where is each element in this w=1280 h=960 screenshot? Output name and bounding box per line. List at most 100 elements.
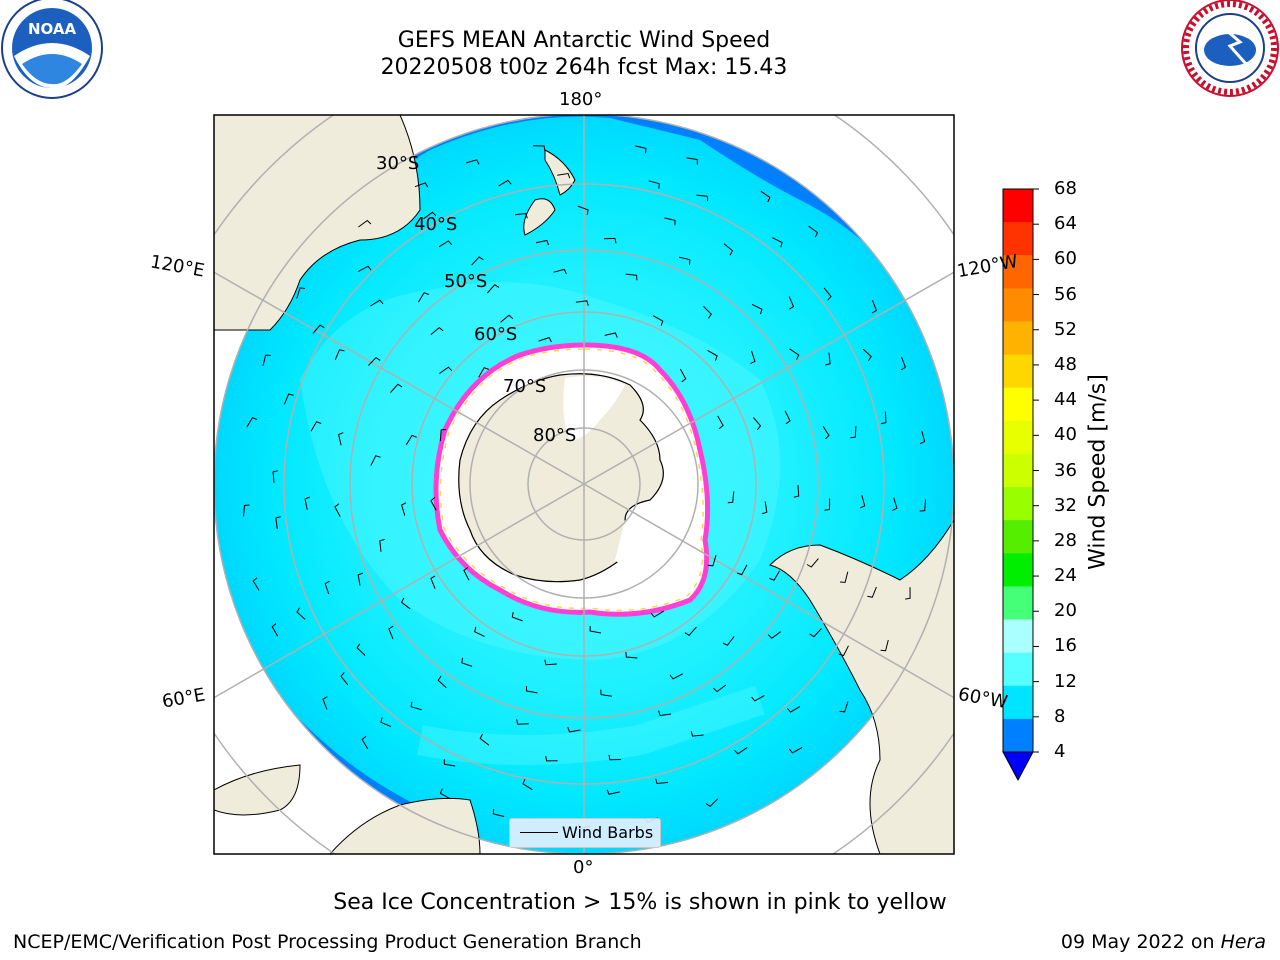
footer-date: 09 May 2022 on Hera bbox=[1061, 931, 1266, 953]
wind-barb bbox=[492, 808, 505, 817]
wind-barb bbox=[823, 287, 832, 301]
wind-barb bbox=[567, 727, 581, 733]
wind-barb bbox=[850, 426, 857, 439]
wind-barb bbox=[679, 368, 687, 383]
wind-barb bbox=[252, 577, 260, 591]
wind-barb bbox=[880, 411, 887, 425]
wind-barb bbox=[340, 672, 349, 686]
colorbar-segment bbox=[1003, 189, 1033, 223]
colorbar-segment bbox=[1003, 619, 1033, 654]
wind-barb bbox=[471, 256, 484, 266]
wind-barb bbox=[405, 434, 417, 445]
wind-barb bbox=[862, 348, 872, 361]
wind-barb bbox=[577, 205, 589, 215]
lat-label-40s: 40°S bbox=[414, 214, 458, 235]
wind-barb bbox=[840, 571, 849, 583]
wind-barb bbox=[707, 555, 717, 567]
wind-barb bbox=[806, 558, 819, 568]
wind-barb-legend: Wind Barbs bbox=[509, 818, 661, 848]
wind-barb bbox=[723, 243, 734, 256]
wind-barb bbox=[296, 287, 306, 299]
wind-barb bbox=[604, 332, 618, 338]
wind-barb bbox=[652, 315, 664, 326]
wind-barb bbox=[655, 778, 669, 785]
wind-barb bbox=[769, 570, 781, 581]
colorbar-under-arrow bbox=[1002, 751, 1034, 782]
wind-barb bbox=[589, 625, 601, 634]
map-area bbox=[214, 115, 954, 854]
wind-barb bbox=[430, 326, 444, 335]
wind-barb bbox=[751, 695, 765, 702]
wind-barb bbox=[809, 628, 822, 638]
colorbar-tick-label: 40 bbox=[1054, 424, 1077, 446]
wind-barb bbox=[439, 788, 451, 800]
wind-barb bbox=[296, 607, 306, 620]
wind-barb bbox=[443, 759, 456, 767]
wind-barb bbox=[390, 383, 403, 393]
colorbar-tick-label: 28 bbox=[1054, 529, 1077, 551]
wind-barb bbox=[686, 157, 698, 165]
colorbar-segment bbox=[1003, 487, 1033, 521]
wind-barb bbox=[368, 356, 381, 366]
wind-barb bbox=[544, 659, 557, 666]
wind-barb bbox=[400, 597, 411, 610]
lat-label-30s: 30°S bbox=[376, 153, 420, 174]
wind-barb bbox=[669, 673, 684, 680]
wind-barb bbox=[461, 657, 473, 667]
colorbar-tick-label: 48 bbox=[1054, 353, 1077, 375]
legend-line-icon bbox=[520, 832, 558, 833]
colorbar-segment bbox=[1003, 586, 1033, 621]
wind-barb bbox=[338, 432, 344, 446]
wind-barb bbox=[650, 610, 664, 618]
wind-barb bbox=[717, 415, 724, 429]
wind-barb bbox=[839, 701, 849, 713]
wind-barb bbox=[684, 626, 697, 636]
wind-barb bbox=[736, 564, 748, 576]
wind-barb bbox=[379, 538, 385, 552]
wind-barb bbox=[438, 240, 453, 248]
wind-barb bbox=[753, 417, 762, 431]
wind-barb bbox=[400, 502, 407, 516]
wind-barb bbox=[713, 684, 727, 693]
wind-barb bbox=[703, 306, 712, 319]
wind-barb bbox=[575, 300, 589, 306]
wind-barb bbox=[479, 733, 490, 746]
wind-barb bbox=[324, 580, 330, 595]
wind-barb bbox=[690, 731, 704, 737]
wind-barb bbox=[603, 237, 617, 244]
colorbar-tick-label: 60 bbox=[1054, 248, 1077, 270]
colorbar-tick-label: 4 bbox=[1054, 741, 1066, 762]
wind-barb bbox=[635, 145, 647, 154]
colorbar-tick-label: 20 bbox=[1054, 600, 1077, 622]
wind-barb bbox=[892, 497, 898, 511]
colorbar-segment bbox=[1003, 222, 1033, 256]
colorbar-tick-label: 56 bbox=[1054, 283, 1077, 305]
wind-barb bbox=[358, 265, 372, 272]
wind-barb bbox=[867, 586, 877, 598]
wind-barb bbox=[919, 430, 926, 445]
colorbar bbox=[1002, 188, 1039, 782]
wind-barb bbox=[793, 484, 800, 498]
footer-date-text: 09 May 2022 on bbox=[1060, 931, 1215, 953]
wind-barb bbox=[535, 239, 550, 246]
colorbar-segment bbox=[1003, 553, 1033, 587]
wind-barb bbox=[838, 645, 849, 657]
wind-barb bbox=[533, 145, 546, 151]
wind-barb bbox=[430, 575, 436, 589]
colorbar-segment bbox=[1003, 354, 1033, 389]
wind-barb bbox=[356, 643, 366, 656]
wind-barb bbox=[439, 366, 453, 374]
wind-barb bbox=[272, 470, 279, 483]
wind-barb bbox=[658, 710, 672, 717]
noaa-logo-text: NOAA bbox=[28, 20, 77, 38]
wind-barb bbox=[312, 324, 325, 334]
wind-barb bbox=[410, 701, 422, 711]
wind-barb bbox=[808, 225, 819, 238]
colorbar-segment bbox=[1003, 453, 1033, 488]
colorbar-segment bbox=[1003, 520, 1033, 554]
wind-barb bbox=[474, 626, 485, 637]
wind-barb bbox=[380, 717, 392, 728]
wind-barb bbox=[487, 284, 500, 294]
wind-barb bbox=[361, 735, 369, 750]
